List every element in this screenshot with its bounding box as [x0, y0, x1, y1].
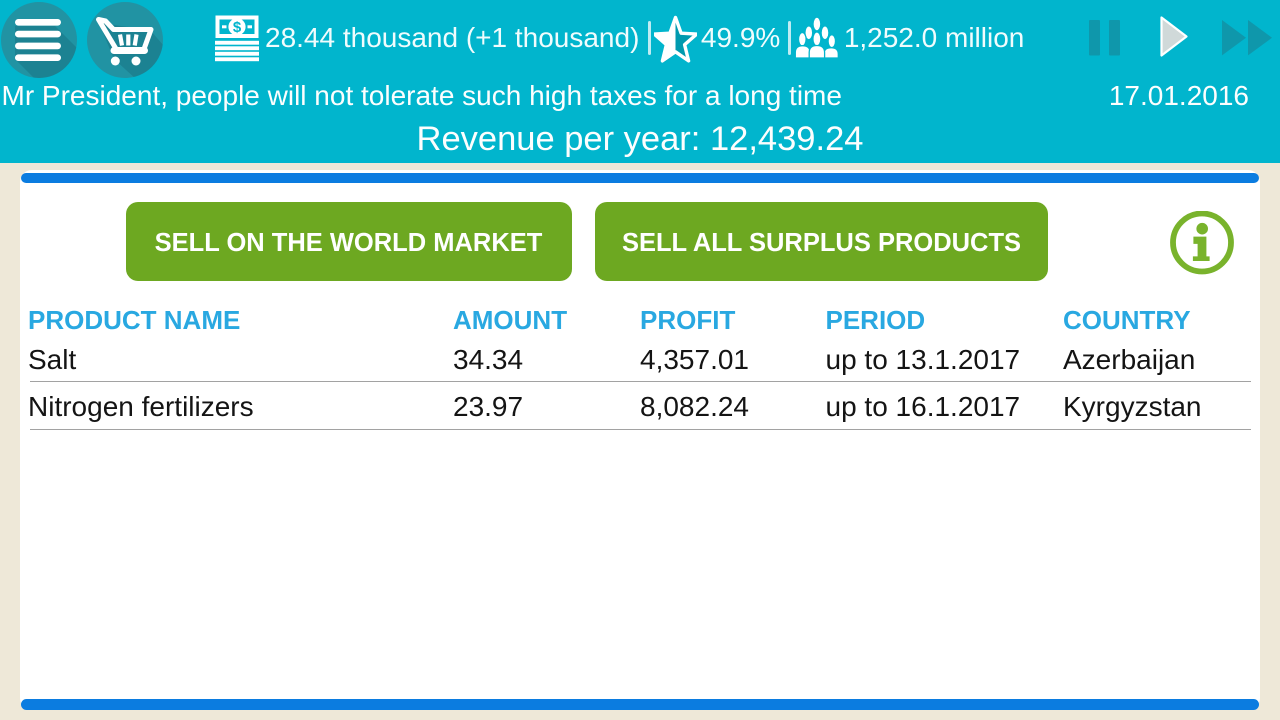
svg-text:$: $ [233, 19, 242, 36]
